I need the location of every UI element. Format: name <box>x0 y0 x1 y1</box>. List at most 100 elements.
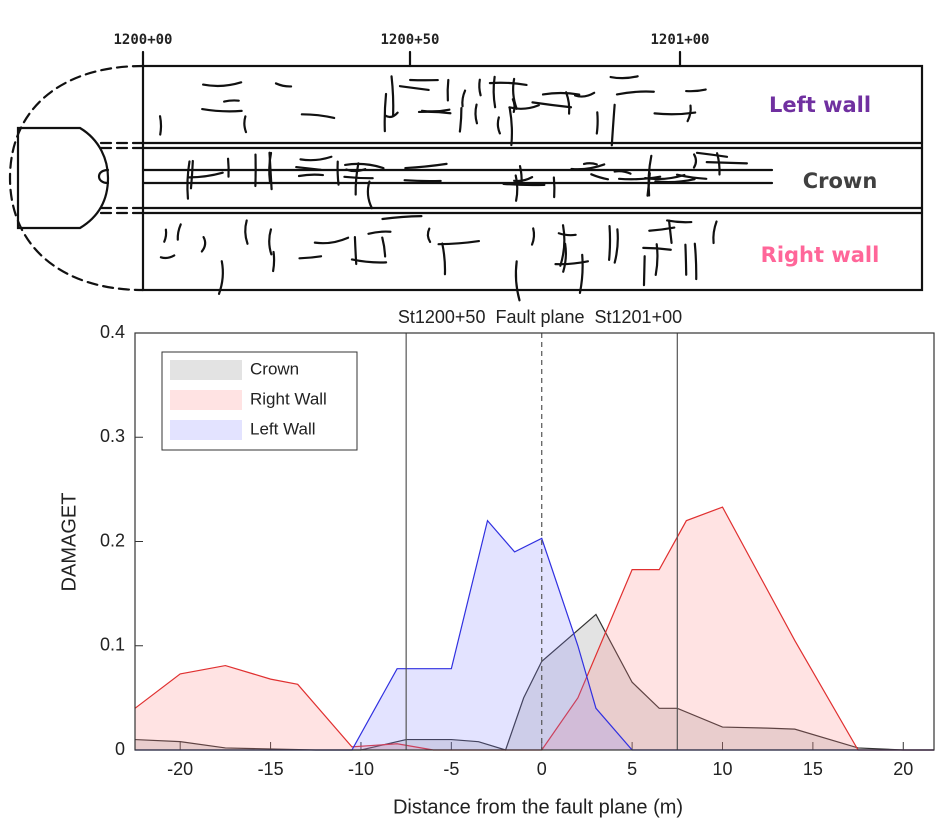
x-tick-label: 20 <box>893 759 913 779</box>
crack <box>686 104 692 123</box>
crack <box>559 224 566 267</box>
crack <box>345 168 367 173</box>
crack <box>654 243 659 277</box>
tunnel-outline <box>141 64 924 292</box>
crack <box>684 243 688 276</box>
crack <box>426 227 432 244</box>
y-axis-label: DAMAGET <box>58 493 80 592</box>
crack <box>437 239 481 246</box>
legend-swatch <box>170 360 242 380</box>
crack <box>158 115 163 136</box>
y-tick-label: 0.3 <box>100 426 125 446</box>
crack <box>441 242 447 276</box>
crack <box>390 75 395 118</box>
crack <box>653 111 697 116</box>
crack <box>244 219 249 245</box>
crack <box>189 159 194 190</box>
crack <box>223 99 240 103</box>
crack <box>557 232 577 237</box>
station-label: 1200+00 <box>113 32 172 48</box>
area <box>135 507 934 750</box>
crack <box>446 78 450 102</box>
crack <box>350 258 388 264</box>
crack <box>298 255 323 260</box>
x-tick-label: -20 <box>167 759 193 779</box>
left-wall-label: Left wall <box>769 93 871 117</box>
crack <box>417 110 452 115</box>
crack <box>705 161 748 165</box>
crack <box>492 75 497 109</box>
plot-frame <box>134 332 935 751</box>
y-tick-label: 0 <box>115 739 125 759</box>
crack <box>617 175 662 181</box>
crack <box>608 224 612 261</box>
crack <box>163 228 168 243</box>
x-tick-label: -15 <box>258 759 284 779</box>
crack <box>654 178 696 184</box>
y-tick-label: 0.4 <box>100 322 125 342</box>
crack <box>578 253 584 294</box>
crack <box>344 162 385 170</box>
x-tick-label: 15 <box>803 759 823 779</box>
crack <box>299 155 333 162</box>
crack <box>514 174 519 202</box>
crack <box>274 82 293 88</box>
crack <box>176 223 182 241</box>
y-tick-label: 0.1 <box>100 635 125 655</box>
crack <box>692 153 698 169</box>
area <box>135 614 934 750</box>
crack <box>201 107 243 113</box>
crack <box>474 103 479 125</box>
right-wall-label: Right wall <box>761 243 880 267</box>
crack <box>565 91 571 115</box>
crack <box>508 104 540 110</box>
chart: St1200+50 Fault plane St1201+00 Distance… <box>58 307 935 818</box>
crack <box>573 91 596 98</box>
legend-label: Right Wall <box>250 389 327 408</box>
crack <box>383 92 388 133</box>
crack <box>458 106 463 133</box>
crack <box>381 236 387 258</box>
crack <box>595 111 599 135</box>
crack <box>398 85 430 92</box>
crack <box>610 103 616 147</box>
chart-title: St1200+50 Fault plane St1201+00 <box>398 307 682 327</box>
x-tick-label: -5 <box>443 759 459 779</box>
crack <box>404 162 448 170</box>
x-tick-label: 5 <box>627 759 637 779</box>
crown-label: Crown <box>803 169 878 193</box>
area <box>135 520 934 750</box>
crack <box>514 260 521 302</box>
crack <box>496 116 501 135</box>
crack <box>354 162 360 196</box>
crack <box>685 88 707 93</box>
portal-arc <box>8 64 145 292</box>
crack <box>511 98 516 114</box>
crack <box>381 215 423 221</box>
crack <box>366 180 373 210</box>
crack <box>512 77 518 110</box>
crack <box>272 250 276 273</box>
crack <box>186 160 191 200</box>
x-tick-label: -10 <box>348 759 374 779</box>
crack <box>295 165 323 171</box>
tunnel-sketch: 1200+00 1200+50 1201+00 Left wall Crown … <box>8 32 924 302</box>
crack <box>642 255 646 287</box>
crack <box>313 236 350 245</box>
crack <box>243 115 248 134</box>
legend-box <box>161 351 358 451</box>
crack <box>268 151 273 191</box>
crack <box>582 162 598 166</box>
crack <box>201 81 243 88</box>
crack <box>508 107 514 147</box>
crack <box>590 173 610 181</box>
legend-swatch <box>170 420 242 440</box>
crack <box>200 236 207 253</box>
crack <box>217 260 224 295</box>
label-backdrop <box>790 162 910 200</box>
crack <box>665 219 693 224</box>
crack <box>461 89 467 108</box>
legend-swatch <box>170 390 242 410</box>
crack <box>502 182 546 187</box>
